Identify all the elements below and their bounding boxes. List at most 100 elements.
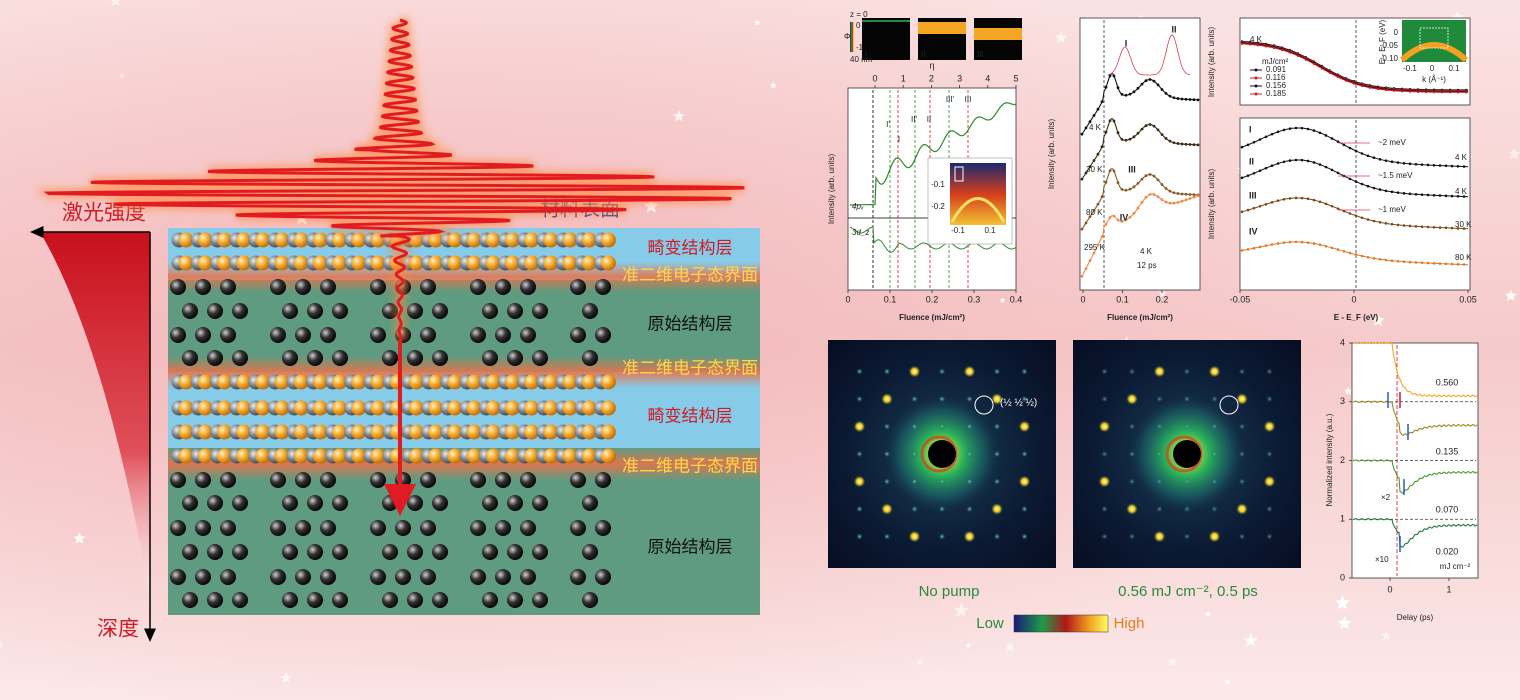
atom — [520, 569, 536, 585]
curve-marker — [1440, 91, 1444, 94]
star — [1224, 678, 1232, 686]
atom — [382, 544, 398, 560]
atom — [408, 448, 424, 464]
label: 3d_z — [852, 228, 869, 237]
atom — [482, 303, 498, 319]
phase-label: III — [1249, 190, 1257, 200]
label: 0 — [1387, 584, 1392, 594]
atom — [282, 544, 298, 560]
diffraction-spot — [1128, 533, 1136, 540]
legend-label: 0.156 — [1266, 81, 1287, 90]
atom — [332, 374, 348, 390]
temperature-label: 4 K — [1455, 187, 1468, 196]
diffraction-spot — [966, 505, 973, 513]
curve-marker — [1132, 90, 1136, 94]
atom — [482, 495, 498, 511]
diffraction-spot — [1238, 368, 1246, 375]
label: 4 K — [1250, 35, 1263, 44]
diffraction-spot — [1236, 393, 1248, 405]
layer-label: 准二维电子态界面 — [622, 456, 758, 475]
curve-marker — [1282, 198, 1286, 201]
curve-marker — [1264, 244, 1268, 248]
curve-marker — [1164, 200, 1168, 204]
curve-marker — [1288, 127, 1292, 130]
diffraction-spot — [1101, 450, 1108, 458]
curve-marker — [1312, 62, 1316, 66]
phase-label: I — [1249, 124, 1252, 134]
label: E - E_F (eV) — [1334, 313, 1379, 322]
diffraction-spot — [966, 423, 973, 430]
atom — [170, 279, 186, 295]
curve-marker — [1336, 248, 1340, 251]
label: 0.1 — [1116, 294, 1129, 304]
curve-marker — [1366, 154, 1370, 158]
fluence-label: 0.135 — [1436, 446, 1459, 456]
label: 2 — [1340, 455, 1345, 465]
curve-marker — [1456, 195, 1460, 198]
star — [280, 672, 292, 683]
curve-marker — [1276, 130, 1280, 134]
curve — [849, 226, 1017, 253]
curve-marker — [1140, 177, 1144, 181]
label: High — [1114, 615, 1145, 632]
label: 0.1 — [884, 294, 897, 304]
atom — [274, 374, 290, 390]
atom — [520, 520, 536, 536]
atom — [312, 424, 328, 440]
atom — [295, 279, 311, 295]
diffraction-spot — [1021, 368, 1028, 375]
curve-marker — [1148, 123, 1152, 126]
diffraction-spot — [1098, 475, 1111, 488]
atom — [532, 592, 548, 608]
atom — [274, 448, 290, 464]
atom — [197, 424, 213, 440]
curve-marker — [1312, 198, 1316, 202]
atom — [220, 279, 236, 295]
curve-marker — [1288, 197, 1292, 200]
curve-marker — [1172, 191, 1176, 195]
curve-marker — [1456, 91, 1460, 94]
curve-marker — [1160, 183, 1164, 186]
curve-marker — [1444, 226, 1448, 230]
curve-marker — [1402, 260, 1406, 264]
curve-marker — [1240, 145, 1244, 149]
star — [1167, 656, 1178, 667]
atom — [408, 400, 424, 416]
curve-marker — [1396, 161, 1400, 164]
diffraction-spot — [993, 450, 1001, 458]
curve-marker — [1248, 43, 1252, 46]
atom — [282, 592, 298, 608]
curve-marker — [1152, 79, 1156, 83]
phase-label: I — [865, 50, 867, 59]
curve-marker — [1306, 241, 1310, 244]
atom — [485, 400, 501, 416]
diffraction-spot — [963, 365, 976, 378]
diffraction-spot — [853, 475, 866, 488]
curve-marker — [1306, 159, 1310, 163]
curve-marker — [1378, 188, 1382, 191]
atom — [195, 569, 211, 585]
atom — [332, 255, 348, 271]
atom — [466, 448, 482, 464]
curve-marker — [1120, 138, 1124, 141]
diffraction-spot — [1238, 450, 1246, 458]
curve-marker — [1360, 84, 1364, 88]
atom — [216, 374, 232, 390]
curve-marker — [1112, 119, 1116, 123]
diffraction-spot — [1211, 505, 1218, 513]
diffraction-spot — [1236, 503, 1248, 515]
curve-marker — [1160, 133, 1164, 136]
diffraction-spot — [1211, 395, 1218, 403]
curve-marker — [1252, 206, 1256, 210]
curve-marker — [1180, 199, 1184, 203]
diffraction-spot — [1156, 395, 1163, 403]
diffraction-spot — [911, 423, 918, 430]
atom — [562, 400, 578, 416]
atom — [320, 569, 336, 585]
curve-marker — [1384, 159, 1388, 162]
curve-marker — [1456, 263, 1460, 266]
atom — [543, 255, 559, 271]
atom — [570, 520, 586, 536]
curve-marker — [1120, 93, 1124, 96]
